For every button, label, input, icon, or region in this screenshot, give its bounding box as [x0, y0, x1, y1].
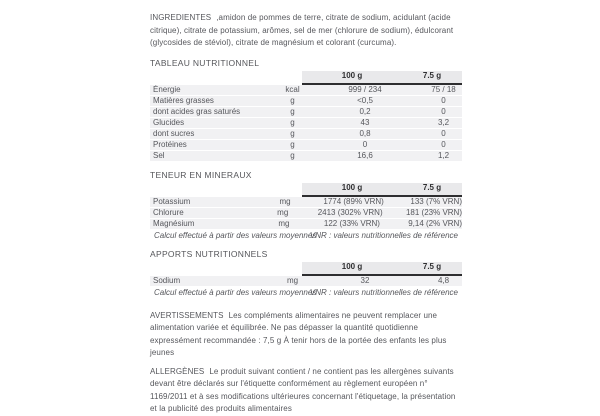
minerals-table: 100 g 7.5 g Potassium mg 1774 (89% VRN) …	[150, 182, 462, 241]
table-row-proteines: Protéines g 0 0	[150, 139, 462, 151]
minerals-table-title: TENEUR EN MINERAUX	[150, 169, 252, 180]
intakes-table-header: 100 g 7.5 g	[302, 261, 462, 276]
value-100g: 1774 (89% VRN)	[323, 196, 384, 206]
value-100g: 2413 (302% VRN)	[317, 207, 383, 217]
column-header-7-5g: 7.5 g	[422, 262, 442, 272]
value-100g: 16,6	[357, 150, 373, 160]
column-header-7-5g: 7.5 g	[422, 71, 442, 81]
row-unit: mg	[278, 218, 290, 228]
row-label: dont sucres	[153, 128, 195, 138]
row-label: Énergie	[153, 84, 181, 94]
table-row-sel: Sel g 16,6 1,2	[150, 150, 462, 162]
row-unit: g	[290, 128, 295, 138]
row-label: Magnésium	[153, 218, 195, 228]
row-unit: mg	[286, 275, 299, 285]
value-100g: 43	[360, 117, 370, 127]
calculation-note: Calcul effectué à partir des valeurs moy…	[154, 287, 317, 297]
value-100g: 999 / 234	[348, 84, 382, 94]
warnings-paragraph: AVERTISSEMENTS Les compléments alimentair…	[150, 310, 462, 360]
table-row-magnesium: Magnésium mg 122 (33% VRN) 9,14 (2% VRN)	[150, 218, 462, 230]
warnings-text: Les compléments alimentaires ne peuvent …	[150, 310, 447, 358]
value-7-5g: 9,14 (2% VRN)	[408, 218, 462, 228]
row-label: Sodium	[153, 275, 181, 285]
vnr-note: VNR : valeurs nutritionnelles de référen…	[309, 287, 458, 297]
row-unit: g	[290, 139, 295, 149]
row-unit: g	[290, 117, 295, 127]
nutrition-table-title: TABLEAU NUTRITIONNEL	[150, 57, 260, 68]
column-header-100g: 100 g	[341, 262, 363, 272]
row-label: Chlorure	[153, 207, 184, 217]
value-7-5g: 133 (7% VRN)	[410, 196, 462, 206]
value-7-5g: 1,2	[437, 150, 450, 160]
value-7-5g: 0	[441, 106, 446, 116]
intakes-table-title: APPORTS NUTRITIONNELS	[150, 248, 268, 259]
value-100g: 122 (33% VRN)	[323, 218, 380, 228]
column-header-100g: 100 g	[341, 71, 363, 81]
intakes-table-footnote: Calcul effectué à partir des valeurs moy…	[150, 286, 462, 298]
minerals-table-header: 100 g 7.5 g	[302, 182, 462, 197]
value-7-5g: 3,2	[437, 117, 450, 127]
minerals-table-footnote: Calcul effectué à partir des valeurs moy…	[150, 229, 462, 241]
column-header-100g: 100 g	[341, 183, 363, 193]
ingredients-paragraph: INGREDIENTES ,amidon de pommes de terre, …	[150, 12, 462, 50]
table-row-dont-sucres: dont sucres g 0,8 0	[150, 128, 462, 140]
allergens-paragraph: ALLERGÈNES Le produit suivant contient / …	[150, 366, 462, 416]
value-7-5g: 0	[441, 128, 446, 138]
value-100g: <0,5	[357, 95, 373, 105]
product-label-document: INGREDIENTES ,amidon de pommes de terre, …	[150, 12, 462, 416]
nutrition-table-header: 100 g 7.5 g	[302, 70, 462, 85]
value-7-5g: 4,8	[437, 275, 450, 285]
table-row-sodium: Sodium mg 32 4,8	[150, 275, 462, 287]
value-100g: 0	[362, 139, 368, 149]
value-7-5g: 0	[441, 95, 446, 105]
row-unit: mg	[279, 196, 291, 206]
row-label: Potassium	[153, 196, 191, 206]
table-row-matieres-grasses: Matières grasses g <0,5 0	[150, 95, 462, 107]
value-100g: 0,8	[359, 128, 371, 138]
row-unit: kcal	[285, 84, 300, 94]
row-unit: g	[290, 106, 295, 116]
row-label: Glucides	[153, 117, 185, 127]
row-label: Sel	[153, 150, 165, 160]
table-row-acides-gras-satures: dont acides gras saturés g 0,2 0	[150, 106, 462, 118]
warnings-label: AVERTISSEMENTS	[150, 310, 224, 320]
vnr-note: VNR : valeurs nutritionnelles de référen…	[309, 230, 458, 240]
calculation-note: Calcul effectué à partir des valeurs moy…	[154, 230, 317, 240]
row-label: Protéines	[153, 139, 187, 149]
column-header-7-5g: 7.5 g	[422, 183, 442, 193]
value-7-5g: 75 / 18	[431, 84, 456, 94]
table-row-glucides: Glucides g 43 3,2	[150, 117, 462, 129]
ingredients-label: INGREDIENTES	[150, 13, 212, 22]
intakes-table: 100 g 7.5 g Sodium mg 32 4,8 Calcul effe…	[150, 261, 462, 298]
value-100g: 32	[360, 275, 370, 285]
value-100g: 0,2	[359, 106, 371, 116]
allergens-label: ALLERGÈNES	[150, 366, 205, 376]
table-row-potassium: Potassium mg 1774 (89% VRN) 133 (7% VRN)	[150, 196, 462, 208]
row-label: Matières grasses	[153, 95, 214, 105]
row-label: dont acides gras saturés	[153, 106, 241, 116]
ingredients-text: ,amidon de pommes de terre, citrate de s…	[150, 13, 454, 47]
value-7-5g: 181 (23% VRN)	[405, 207, 462, 217]
row-unit: g	[290, 150, 295, 160]
table-row-chlorure: Chlorure mg 2413 (302% VRN) 181 (23% VRN…	[150, 207, 462, 219]
row-unit: g	[290, 95, 295, 105]
value-7-5g: 0	[441, 139, 446, 149]
table-row-energie: Énergie kcal 999 / 234 75 / 18	[150, 84, 462, 96]
nutrition-table: 100 g 7.5 g Énergie kcal 999 / 234 75 / …	[150, 70, 462, 162]
row-unit: mg	[277, 207, 289, 217]
